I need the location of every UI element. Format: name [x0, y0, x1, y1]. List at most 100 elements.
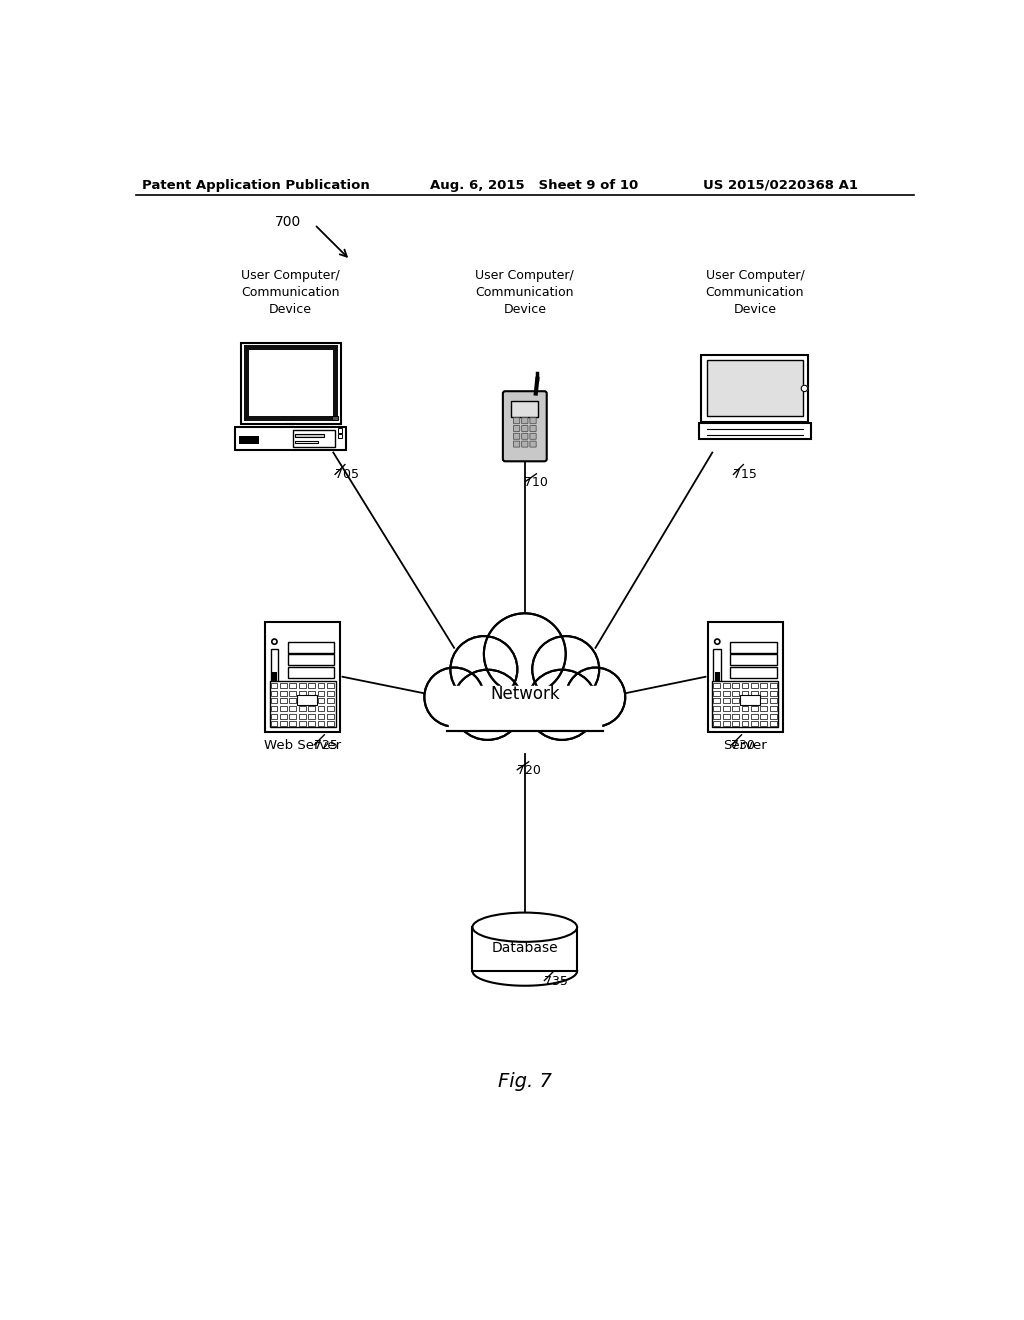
FancyBboxPatch shape	[271, 672, 276, 681]
FancyBboxPatch shape	[297, 696, 316, 705]
FancyBboxPatch shape	[513, 417, 520, 424]
FancyBboxPatch shape	[327, 714, 334, 718]
FancyBboxPatch shape	[269, 681, 336, 727]
Circle shape	[801, 385, 808, 392]
Circle shape	[565, 668, 626, 726]
FancyBboxPatch shape	[751, 714, 758, 718]
FancyBboxPatch shape	[239, 436, 259, 444]
Text: 715: 715	[733, 469, 757, 482]
FancyBboxPatch shape	[308, 698, 315, 704]
FancyBboxPatch shape	[741, 690, 749, 696]
FancyBboxPatch shape	[770, 721, 776, 726]
FancyBboxPatch shape	[290, 682, 296, 688]
Circle shape	[532, 636, 599, 702]
FancyBboxPatch shape	[723, 698, 730, 704]
FancyBboxPatch shape	[732, 714, 739, 718]
Bar	[472, 927, 578, 972]
Text: Web Server: Web Server	[264, 739, 341, 752]
FancyBboxPatch shape	[290, 690, 296, 696]
FancyBboxPatch shape	[732, 682, 739, 688]
FancyBboxPatch shape	[701, 355, 808, 422]
FancyBboxPatch shape	[332, 416, 338, 420]
FancyBboxPatch shape	[290, 706, 296, 711]
Circle shape	[526, 669, 597, 741]
FancyBboxPatch shape	[249, 350, 333, 416]
FancyBboxPatch shape	[732, 721, 739, 726]
Circle shape	[424, 668, 484, 726]
Text: 705: 705	[335, 469, 358, 482]
Circle shape	[534, 638, 598, 702]
FancyBboxPatch shape	[751, 698, 758, 704]
Circle shape	[485, 615, 564, 693]
Text: User Computer/
Communication
Device: User Computer/ Communication Device	[475, 269, 574, 315]
FancyBboxPatch shape	[290, 714, 296, 718]
FancyBboxPatch shape	[713, 681, 778, 727]
FancyBboxPatch shape	[270, 721, 278, 726]
FancyBboxPatch shape	[280, 721, 287, 726]
FancyBboxPatch shape	[723, 682, 730, 688]
FancyBboxPatch shape	[714, 690, 720, 696]
FancyBboxPatch shape	[338, 434, 342, 438]
FancyBboxPatch shape	[723, 714, 730, 718]
FancyBboxPatch shape	[723, 690, 730, 696]
FancyBboxPatch shape	[732, 690, 739, 696]
FancyBboxPatch shape	[280, 706, 287, 711]
Text: Aug. 6, 2015   Sheet 9 of 10: Aug. 6, 2015 Sheet 9 of 10	[430, 178, 638, 191]
FancyBboxPatch shape	[751, 706, 758, 711]
FancyBboxPatch shape	[270, 698, 278, 704]
FancyBboxPatch shape	[241, 343, 341, 424]
Text: Fig. 7: Fig. 7	[498, 1072, 552, 1090]
Text: 735: 735	[544, 974, 567, 987]
FancyBboxPatch shape	[714, 714, 720, 718]
FancyBboxPatch shape	[739, 696, 760, 705]
FancyBboxPatch shape	[761, 706, 767, 711]
FancyBboxPatch shape	[708, 622, 783, 731]
Text: User Computer/
Communication
Device: User Computer/ Communication Device	[242, 269, 340, 315]
Text: Network: Network	[490, 685, 559, 704]
FancyBboxPatch shape	[761, 714, 767, 718]
FancyBboxPatch shape	[761, 690, 767, 696]
FancyBboxPatch shape	[327, 721, 334, 726]
Circle shape	[453, 669, 523, 741]
FancyBboxPatch shape	[521, 433, 528, 440]
Bar	[449, 686, 601, 730]
FancyBboxPatch shape	[761, 698, 767, 704]
FancyBboxPatch shape	[265, 622, 340, 731]
Circle shape	[527, 671, 596, 739]
Text: US 2015/0220368 A1: US 2015/0220368 A1	[703, 178, 858, 191]
FancyBboxPatch shape	[299, 682, 305, 688]
FancyBboxPatch shape	[698, 424, 811, 440]
FancyBboxPatch shape	[270, 649, 279, 698]
FancyBboxPatch shape	[521, 441, 528, 447]
FancyBboxPatch shape	[236, 428, 346, 450]
FancyBboxPatch shape	[290, 698, 296, 704]
FancyBboxPatch shape	[270, 682, 278, 688]
Circle shape	[566, 668, 625, 726]
Text: Server: Server	[724, 739, 767, 752]
FancyBboxPatch shape	[308, 721, 315, 726]
Text: 720: 720	[517, 763, 541, 776]
FancyBboxPatch shape	[513, 441, 520, 447]
FancyBboxPatch shape	[751, 721, 758, 726]
Circle shape	[425, 668, 483, 726]
FancyBboxPatch shape	[280, 690, 287, 696]
FancyBboxPatch shape	[529, 441, 537, 447]
FancyBboxPatch shape	[529, 417, 537, 424]
FancyBboxPatch shape	[761, 682, 767, 688]
Text: 730: 730	[731, 739, 755, 751]
FancyBboxPatch shape	[317, 690, 325, 696]
FancyBboxPatch shape	[270, 690, 278, 696]
FancyBboxPatch shape	[308, 706, 315, 711]
FancyBboxPatch shape	[299, 698, 305, 704]
FancyBboxPatch shape	[270, 706, 278, 711]
FancyBboxPatch shape	[288, 655, 334, 665]
FancyBboxPatch shape	[741, 721, 749, 726]
FancyBboxPatch shape	[299, 690, 305, 696]
FancyBboxPatch shape	[732, 706, 739, 711]
FancyBboxPatch shape	[715, 672, 720, 681]
FancyBboxPatch shape	[299, 714, 305, 718]
FancyBboxPatch shape	[280, 714, 287, 718]
Text: Database: Database	[492, 941, 558, 954]
FancyBboxPatch shape	[317, 706, 325, 711]
FancyBboxPatch shape	[723, 706, 730, 711]
